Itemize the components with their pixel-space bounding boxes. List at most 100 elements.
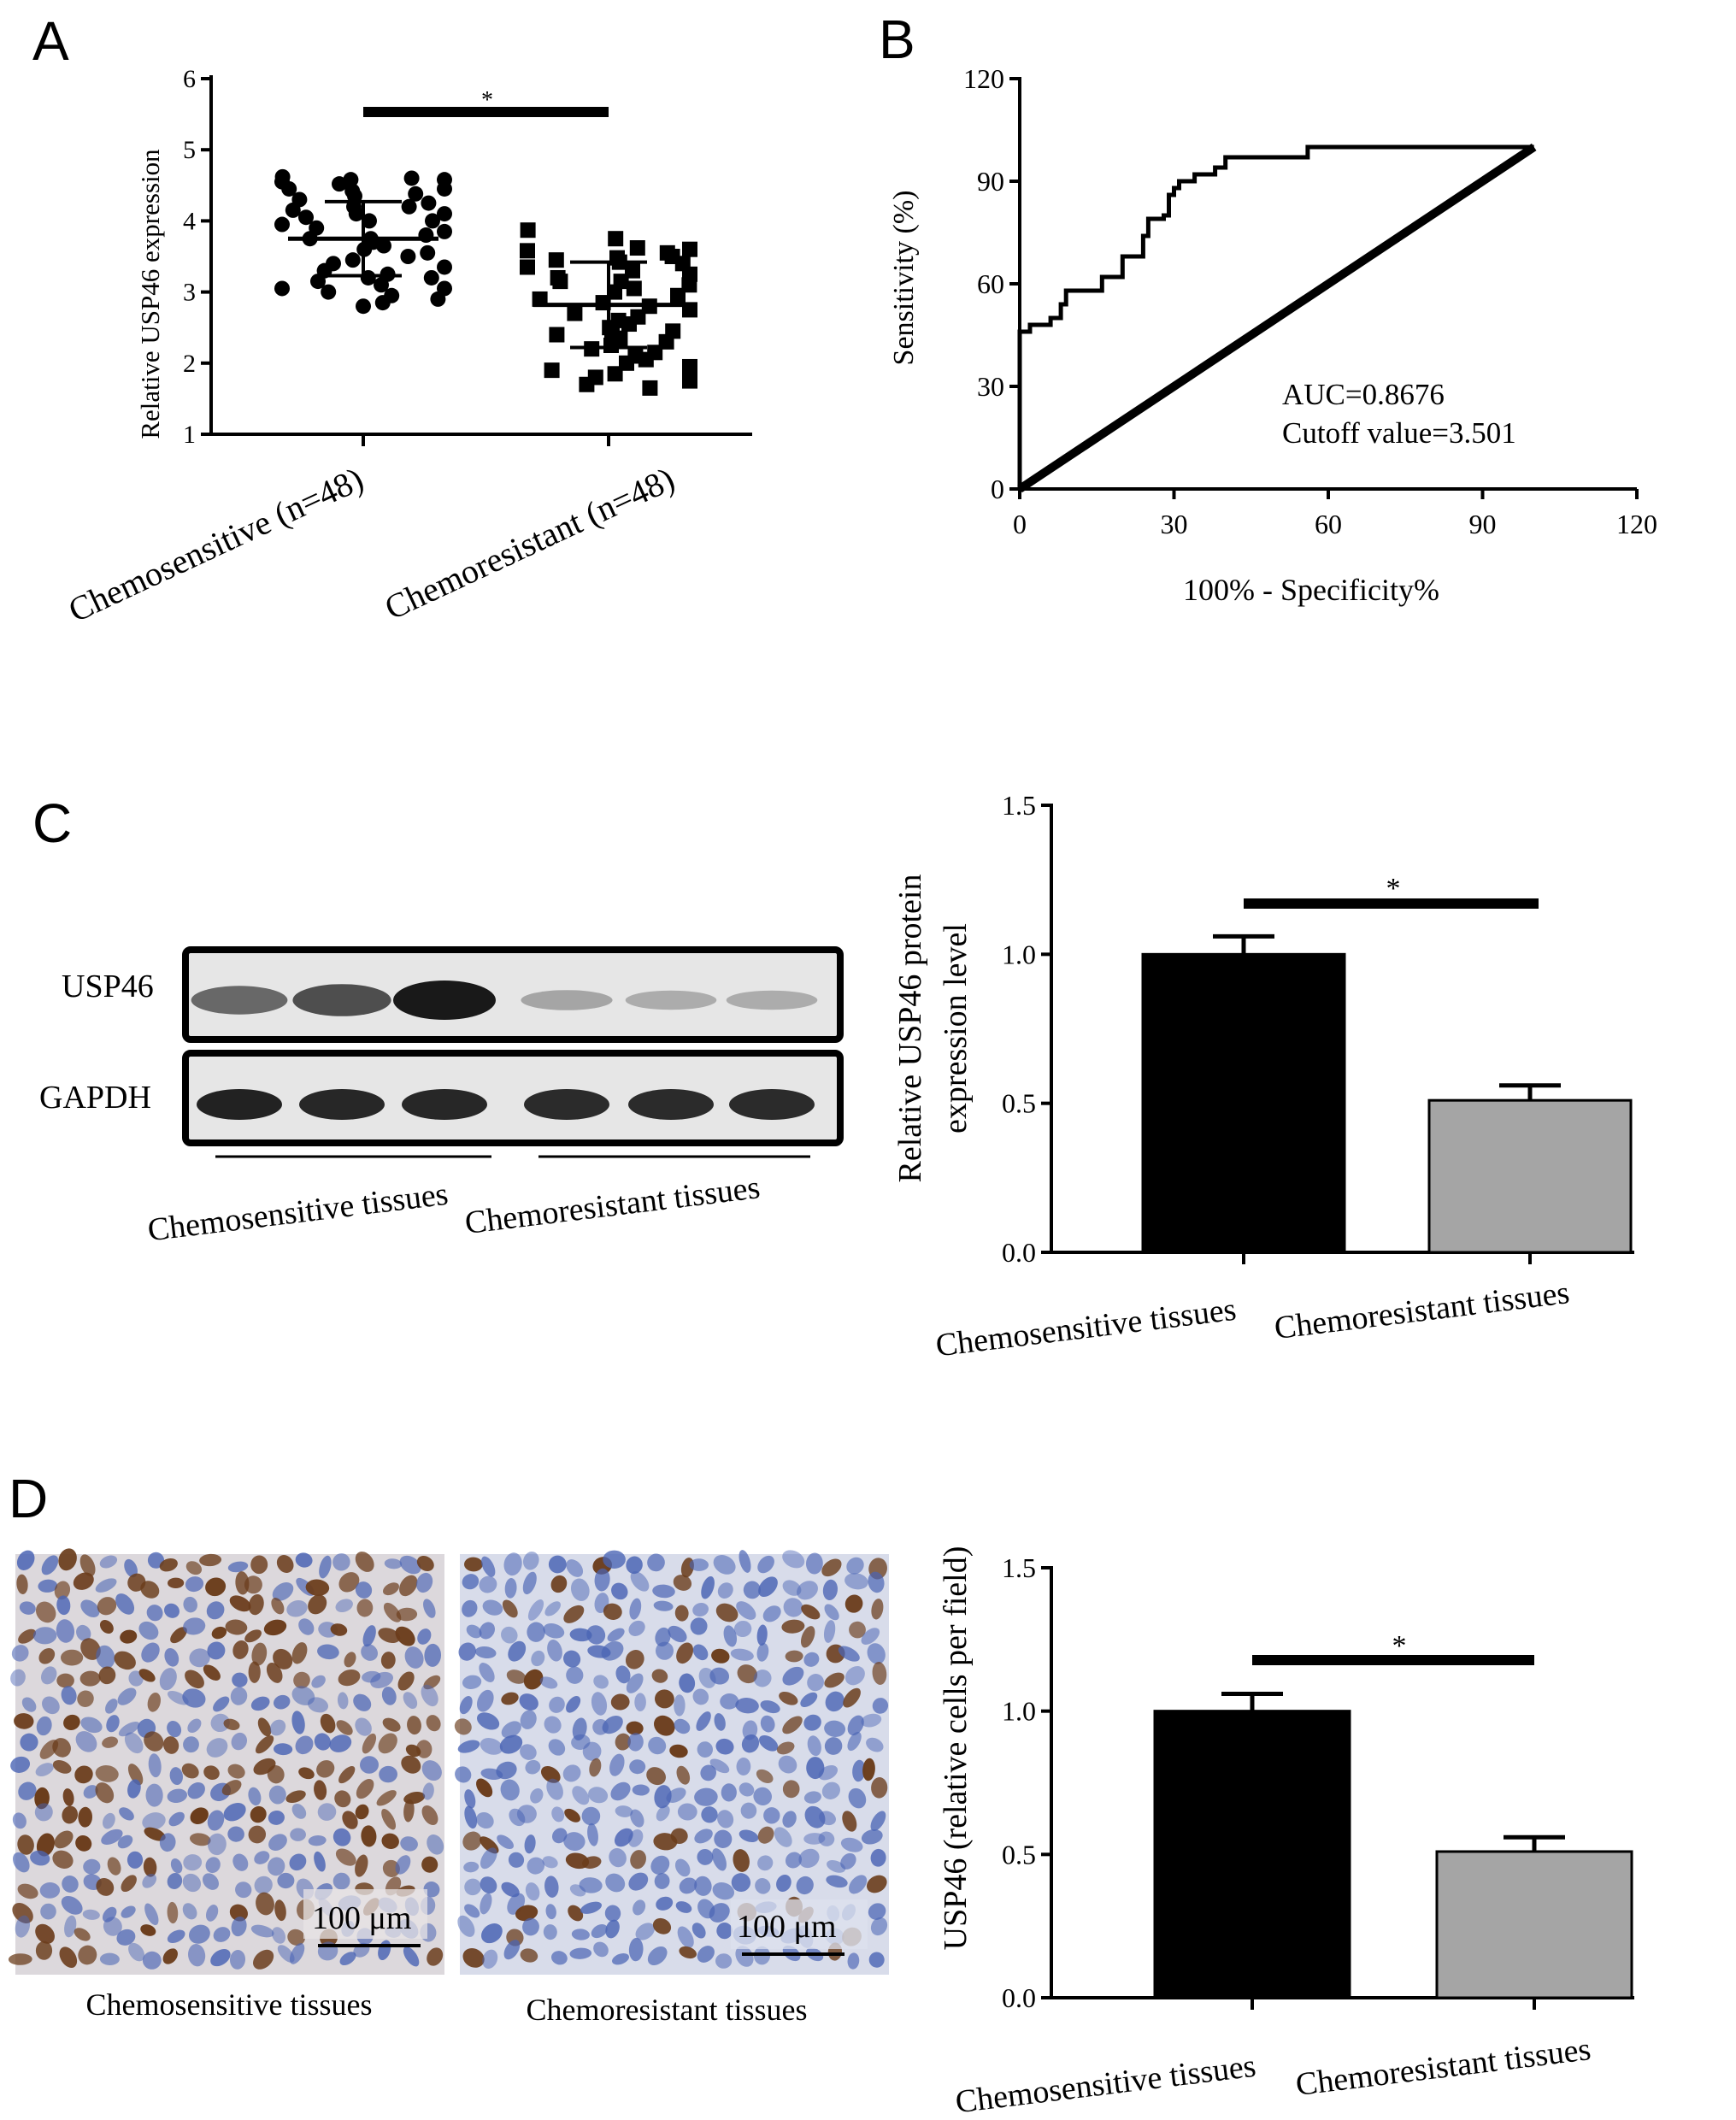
ihc-chemosensitive-cell-322 [35,1923,56,1944]
ihc-chemosensitive-cell-348 [162,1948,178,1964]
ihc-chemosensitive-cell-175 [314,1733,332,1751]
ihc-chemoresistant-cell-324 [522,1917,539,1936]
ihc-chemoresistant-cell-265 [542,1856,558,1869]
panel-c-y-tick-label-0.5: 0.5 [1002,1088,1036,1119]
ihc-chemoresistant-cell-207 [588,1787,609,1804]
ihc-chemosensitive-cell-13 [276,1555,294,1573]
ihc-chemosensitive-cell-95 [317,1644,339,1660]
ihc-chemoresistant-cell-352 [697,1946,715,1963]
ihc-chemoresistant-cell-327 [591,1924,608,1939]
ihc-chemoresistant-cell-262 [480,1847,497,1870]
ihc-chemosensitive-cell-278 [382,1859,400,1877]
panel-d-ihc-images: 100 μm 100 μm Chemosensitive tissues Che… [8,1548,889,2027]
ihc-chemoresistant-cell-208 [610,1781,631,1801]
ihc-chemoresistant-cell-155 [760,1715,775,1733]
panel-d-y-tick-label-0.0: 0.0 [1002,1982,1036,2013]
ihc-chemoresistant-cell-144 [520,1710,537,1729]
ihc-chemoresistant-cell-14 [739,1550,751,1573]
ihc-chemosensitive-cell-96 [344,1652,356,1668]
ihc-chemosensitive-cell-200 [421,1760,442,1781]
panel-c-y-tick-label-1.0: 1.0 [1002,939,1036,969]
ihc-chemosensitive-cell-273 [268,1857,285,1876]
ihc-chemosensitive-cell-313 [274,1899,286,1922]
ihc-chemosensitive-cell-129 [182,1688,206,1708]
ihc-chemoresistant-cell-199 [852,1759,866,1782]
blot-band-gapdh-5 [628,1089,714,1120]
ihc-chemosensitive-cell-91 [232,1640,249,1659]
ihc-chemosensitive-cell-3 [58,1548,77,1571]
panel-letter-b: B [879,9,915,70]
ihc-chemosensitive-cell-67 [138,1621,159,1640]
ihc-chemoresistant-cell-237 [804,1805,826,1828]
panel-a-point-1-43 [274,280,290,297]
ihc-chemosensitive-cell-259 [400,1836,418,1852]
ihc-chemoresistant-cell-281 [464,1878,481,1896]
ihc-chemoresistant-cell-195 [756,1769,774,1783]
ihc-chemosensitive-cell-39 [399,1575,418,1597]
ihc-chemosensitive-cell-226 [119,1807,134,1821]
ihc-chemosensitive-cell-134 [291,1686,315,1705]
blot-band-usp46-1 [191,986,288,1015]
ihc-chemoresistant-cell-248 [614,1828,633,1847]
ihc-chemosensitive-cell-157 [355,1717,372,1736]
ihc-chemosensitive-cell-118 [370,1671,394,1688]
ihc-chemosensitive-cell-287 [142,1873,157,1888]
ihc-chemoresistant-cell-353 [715,1953,733,1969]
ihc-chemosensitive-cell-246 [117,1834,133,1849]
panel-d-y-axis-label: USP46 (relative cells per field) [938,1546,974,1951]
ihc-chemosensitive-cell-327 [140,1924,156,1936]
panel-a-y-tick-label-1: 1 [183,421,196,449]
ihc-chemosensitive-cell-238 [381,1808,397,1830]
ihc-chemosensitive-cell-25 [95,1578,117,1593]
ihc-chemosensitive-cell-260 [427,1834,444,1855]
ihc-chemoresistant-cell-49 [629,1598,642,1620]
ihc-chemosensitive-cell-122 [42,1696,60,1715]
ihc-chemoresistant-cell-274 [733,1849,750,1872]
ihc-chemoresistant-cell-270 [650,1855,670,1875]
ihc-chemosensitive-cell-233 [268,1810,285,1825]
ihc-chemosensitive-cell-350 [210,1949,231,1967]
ihc-chemosensitive-cell-321 [15,1915,31,1938]
ihc-chemosensitive-cell-292 [254,1876,273,1894]
panel-b-y-tick-label-90: 90 [977,166,1004,197]
ihc-chemosensitive-cell-79 [395,1626,415,1646]
ihc-chemosensitive-cell-20 [416,1556,434,1571]
panel-b-x-tick-label-30: 30 [1161,509,1188,539]
ihc-chemoresistant-cell-340 [870,1917,888,1936]
ihc-chemoresistant-cell-149 [626,1721,644,1735]
ihc-chemoresistant-cell-243 [497,1834,514,1850]
ihc-chemosensitive-cell-17 [355,1552,374,1572]
ihc-chemosensitive-cell-291 [235,1882,252,1899]
ihc-chemoresistant-cell-125 [549,1696,565,1713]
ihc-chemoresistant-cell-288 [605,1873,626,1893]
ihc-chemoresistant-cell-82 [474,1646,497,1659]
ihc-chemoresistant-cell-66 [569,1628,592,1642]
ihc-chemoresistant-cell-170 [648,1736,667,1755]
ihc-chemosensitive-cell-130 [213,1696,230,1712]
ihc-chemosensitive-cell-60 [423,1599,436,1618]
ihc-chemosensitive-cell-123 [61,1686,77,1705]
ihc-chemoresistant-cell-6 [566,1559,584,1577]
ihc-chemoresistant-cell-279 [840,1852,856,1870]
panel-a-point-2-26 [567,305,583,321]
ihc-chemoresistant-cell-73 [723,1625,738,1647]
ihc-chemosensitive-cell-46 [115,1593,135,1615]
ihc-chemosensitive-cell-112 [248,1661,261,1683]
ihc-chemoresistant-cell-194 [736,1758,751,1776]
panel-b-y-axis-label: Sensitivity (%) [888,191,920,366]
ihc-chemosensitive-cell-160 [426,1715,441,1732]
ihc-chemosensitive-cell-49 [183,1596,197,1613]
ihc-chemoresistant-cell-84 [531,1650,545,1667]
ihc-chemoresistant-cell-300 [866,1875,887,1893]
ihc-chemosensitive-cell-11 [227,1561,249,1573]
ihc-chemoresistant-cell-116 [782,1666,804,1686]
ihc-chemoresistant-cell-22 [479,1575,497,1593]
ihc-chemosensitive-cell-203 [62,1788,74,1806]
panel-a-y-tick-label-2: 2 [183,350,196,378]
ihc-chemoresistant-cell-326 [571,1929,590,1940]
ihc-chemosensitive-cell-102 [40,1666,57,1685]
ihc-chemoresistant-cell-57 [801,1604,821,1620]
ihc-chemosensitive-cell-41 [19,1601,36,1615]
panel-a-axes [209,75,752,446]
ihc-chemoresistant-cell-110 [651,1669,668,1683]
